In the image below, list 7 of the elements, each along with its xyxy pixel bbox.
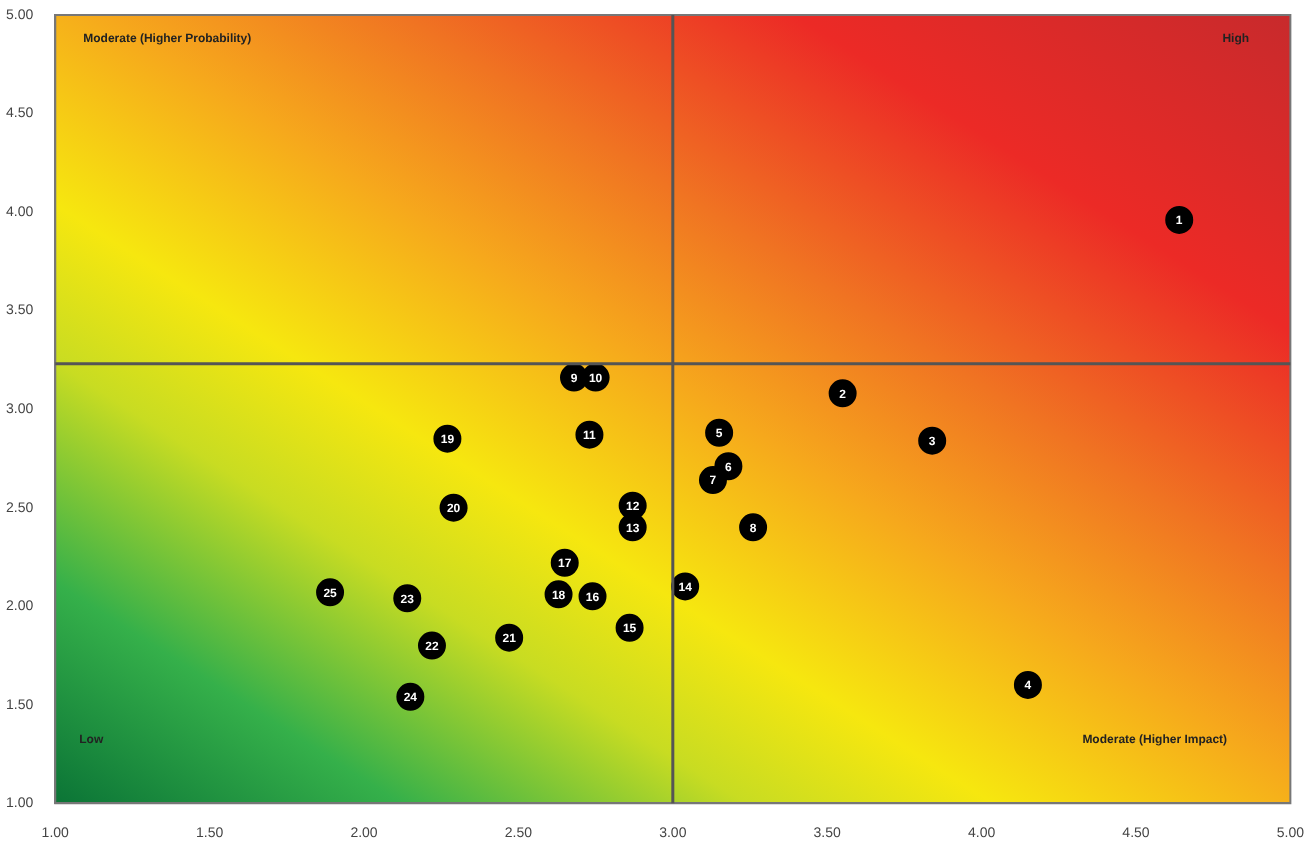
point	[918, 426, 947, 455]
point	[739, 513, 768, 542]
point	[828, 379, 857, 408]
point	[1165, 205, 1194, 234]
point	[705, 418, 734, 447]
point	[1013, 670, 1042, 699]
point	[698, 466, 727, 495]
